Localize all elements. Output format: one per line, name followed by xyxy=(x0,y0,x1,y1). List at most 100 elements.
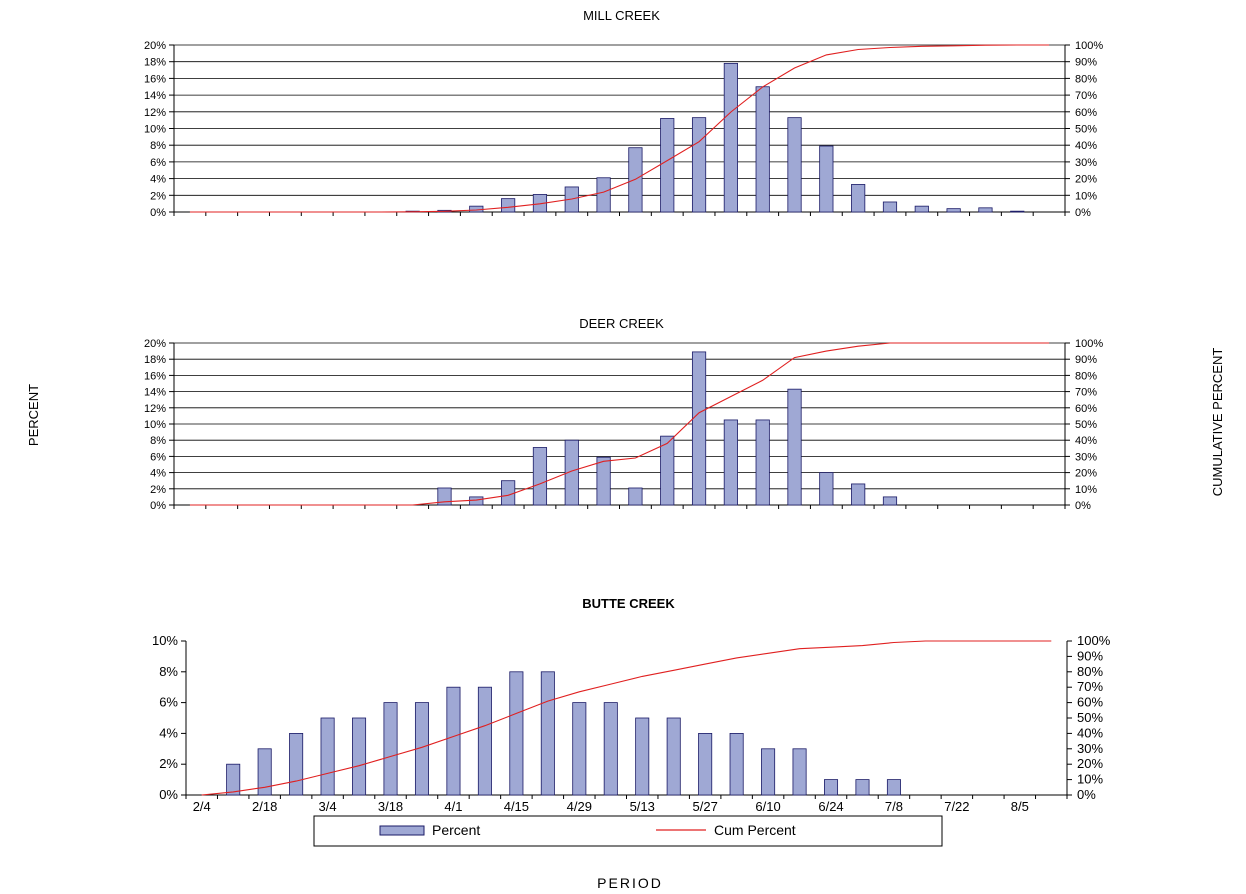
bar-percent xyxy=(603,702,618,796)
bar-percent xyxy=(437,487,452,506)
y2-tick-label: 40% xyxy=(1077,725,1103,740)
bar-percent xyxy=(914,205,929,213)
bar-percent xyxy=(532,447,548,506)
bar-percent xyxy=(824,779,839,796)
bar-percent xyxy=(698,733,713,796)
x-tick-label: 3/4 xyxy=(319,799,337,814)
bar-percent xyxy=(509,671,524,796)
x-tick-label: 6/24 xyxy=(818,799,843,814)
y2-tick-label: 70% xyxy=(1077,679,1103,694)
bar-percent xyxy=(819,472,834,506)
y2-tick-label: 60% xyxy=(1077,695,1103,710)
bar-percent xyxy=(691,351,707,506)
y-tick-label: 16% xyxy=(144,370,166,382)
bar-percent xyxy=(855,779,870,796)
bar-percent xyxy=(628,487,643,506)
y2-tick-label: 100% xyxy=(1075,338,1103,350)
y2-tick-label: 60% xyxy=(1075,403,1097,415)
bar-percent xyxy=(501,480,516,506)
chart-title: BUTTE CREEK xyxy=(582,596,675,611)
bar-percent xyxy=(978,207,993,213)
y2-tick-label: 80% xyxy=(1075,73,1097,85)
y2-tick-label: 10% xyxy=(1075,484,1097,496)
legend-bar-swatch xyxy=(379,825,425,836)
bar-percent xyxy=(755,419,770,506)
bar-percent xyxy=(792,748,807,796)
y2-tick-label: 10% xyxy=(1075,190,1097,202)
y-tick-label: 6% xyxy=(159,695,178,710)
bar-percent xyxy=(660,435,675,506)
y-tick-label: 10% xyxy=(144,124,166,136)
y2-tick-label: 0% xyxy=(1077,787,1096,802)
y-tick-label: 20% xyxy=(144,40,166,52)
bar-percent xyxy=(882,496,898,506)
chart-title: MILL CREEK xyxy=(583,8,660,23)
y2-tick-label: 30% xyxy=(1077,741,1103,756)
bar-percent xyxy=(819,145,834,213)
y2-tick-label: 60% xyxy=(1075,107,1097,119)
bar-percent xyxy=(723,62,738,213)
y-tick-label: 16% xyxy=(144,73,166,85)
y-tick-label: 8% xyxy=(150,140,166,152)
bar-percent xyxy=(666,717,681,796)
bar-percent xyxy=(851,483,866,506)
y2-tick-label: 50% xyxy=(1075,419,1097,431)
x-tick-label: 2/18 xyxy=(252,799,277,814)
y-tick-label: 14% xyxy=(144,90,166,102)
y-tick-label: 10% xyxy=(152,633,178,648)
y-tick-label: 2% xyxy=(159,756,178,771)
bar-percent xyxy=(572,702,587,796)
bar-percent xyxy=(596,456,611,506)
y2-tick-label: 20% xyxy=(1075,174,1097,186)
y2-tick-label: 80% xyxy=(1075,370,1097,382)
bar-percent xyxy=(352,717,367,796)
x-tick-label: 7/22 xyxy=(944,799,969,814)
y2-tick-label: 90% xyxy=(1075,57,1097,69)
y2-tick-label: 20% xyxy=(1077,756,1103,771)
y-tick-label: 2% xyxy=(150,484,166,496)
bar-percent xyxy=(540,671,555,796)
x-tick-label: 7/8 xyxy=(885,799,903,814)
bar-percent xyxy=(501,198,516,213)
y-tick-label: 8% xyxy=(150,435,166,447)
y2-tick-label: 50% xyxy=(1077,710,1103,725)
y-tick-label: 0% xyxy=(150,500,166,512)
y2-tick-label: 40% xyxy=(1075,435,1097,447)
y2-tick-label: 0% xyxy=(1075,500,1091,512)
bar-percent xyxy=(946,208,961,213)
y2-tick-label: 30% xyxy=(1075,451,1097,463)
bar-percent xyxy=(723,419,738,506)
x-tick-label: 5/13 xyxy=(630,799,655,814)
y-tick-label: 12% xyxy=(144,107,166,119)
bar-percent xyxy=(635,717,650,796)
x-axis-label: PERIOD xyxy=(597,875,663,891)
y-tick-label: 2% xyxy=(150,190,166,202)
y2-tick-label: 100% xyxy=(1075,40,1103,52)
line-cum-percent xyxy=(189,342,1050,506)
y-tick-label: 0% xyxy=(150,207,166,219)
bar-percent xyxy=(477,686,492,796)
bar-percent xyxy=(851,184,866,213)
y-tick-label: 4% xyxy=(159,725,178,740)
y2-tick-label: 70% xyxy=(1075,90,1097,102)
panel-3: BUTTE CREEK0%2%4%6%8%10%0%10%20%30%40%50… xyxy=(152,596,1111,814)
y-tick-label: 4% xyxy=(150,468,166,480)
bar-percent xyxy=(729,733,744,796)
y-tick-label: 6% xyxy=(150,157,166,169)
y2-tick-label: 20% xyxy=(1075,468,1097,480)
bar-percent xyxy=(660,118,675,213)
y2-tick-label: 50% xyxy=(1075,124,1097,136)
y2-tick-label: 70% xyxy=(1075,387,1097,399)
x-tick-label: 6/10 xyxy=(755,799,780,814)
bar-percent xyxy=(755,86,770,213)
y-tick-label: 4% xyxy=(150,174,166,186)
panel-1: MILL CREEK 0% 2% 4% 6% 8% 10% 12% 14% 16% 18% 20% 0%… xyxy=(144,8,1103,219)
bar-percent xyxy=(886,779,901,796)
y-tick-label: 12% xyxy=(144,403,166,415)
y-tick-label: 10% xyxy=(144,419,166,431)
bar-percent xyxy=(691,117,707,213)
y2-tick-label: 10% xyxy=(1077,772,1103,787)
y2-axis-label: CUMULATIVE PERCENT xyxy=(1210,348,1225,497)
bar-percent xyxy=(257,748,272,796)
chart-panels: MILL CREEK 0% 2% 4% 6% 8% 10% 12% 14% 16% 18% 20% 0%… xyxy=(144,8,1111,814)
